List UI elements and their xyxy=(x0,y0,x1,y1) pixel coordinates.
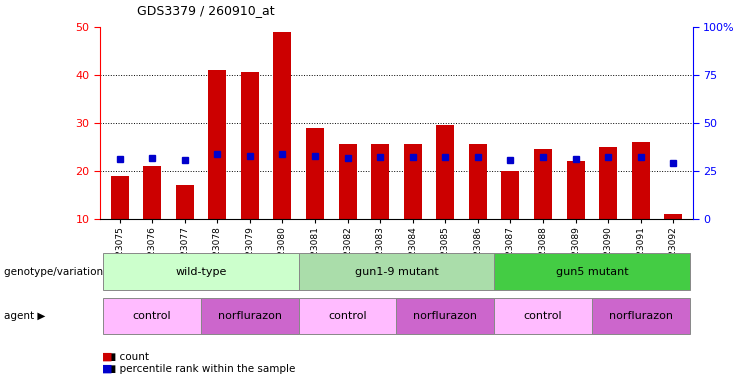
Text: ■ count: ■ count xyxy=(100,352,149,362)
Text: GDS3379 / 260910_at: GDS3379 / 260910_at xyxy=(137,4,275,17)
Bar xyxy=(567,161,585,219)
Text: control: control xyxy=(328,311,367,321)
Bar xyxy=(665,214,682,219)
Text: ■ percentile rank within the sample: ■ percentile rank within the sample xyxy=(100,364,296,374)
Bar xyxy=(502,171,519,219)
Bar xyxy=(599,147,617,219)
Bar xyxy=(143,166,161,219)
Bar xyxy=(436,125,454,219)
Text: gun1-9 mutant: gun1-9 mutant xyxy=(354,266,439,277)
Text: ■: ■ xyxy=(102,364,113,374)
Text: ■: ■ xyxy=(102,352,113,362)
Text: norflurazon: norflurazon xyxy=(218,311,282,321)
Text: gun5 mutant: gun5 mutant xyxy=(556,266,628,277)
Bar xyxy=(632,142,650,219)
Bar xyxy=(306,127,324,219)
Text: genotype/variation ▶: genotype/variation ▶ xyxy=(4,266,114,277)
Text: control: control xyxy=(133,311,171,321)
Bar xyxy=(176,185,193,219)
Bar xyxy=(371,144,389,219)
Bar xyxy=(110,176,128,219)
Text: wild-type: wild-type xyxy=(176,266,227,277)
Bar xyxy=(339,144,356,219)
Bar xyxy=(404,144,422,219)
Text: control: control xyxy=(524,311,562,321)
Bar xyxy=(273,31,291,219)
Text: agent ▶: agent ▶ xyxy=(4,311,45,321)
Text: norflurazon: norflurazon xyxy=(413,311,477,321)
Text: norflurazon: norflurazon xyxy=(608,311,673,321)
Bar xyxy=(469,144,487,219)
Bar xyxy=(208,70,226,219)
Bar xyxy=(534,149,552,219)
Bar xyxy=(241,73,259,219)
